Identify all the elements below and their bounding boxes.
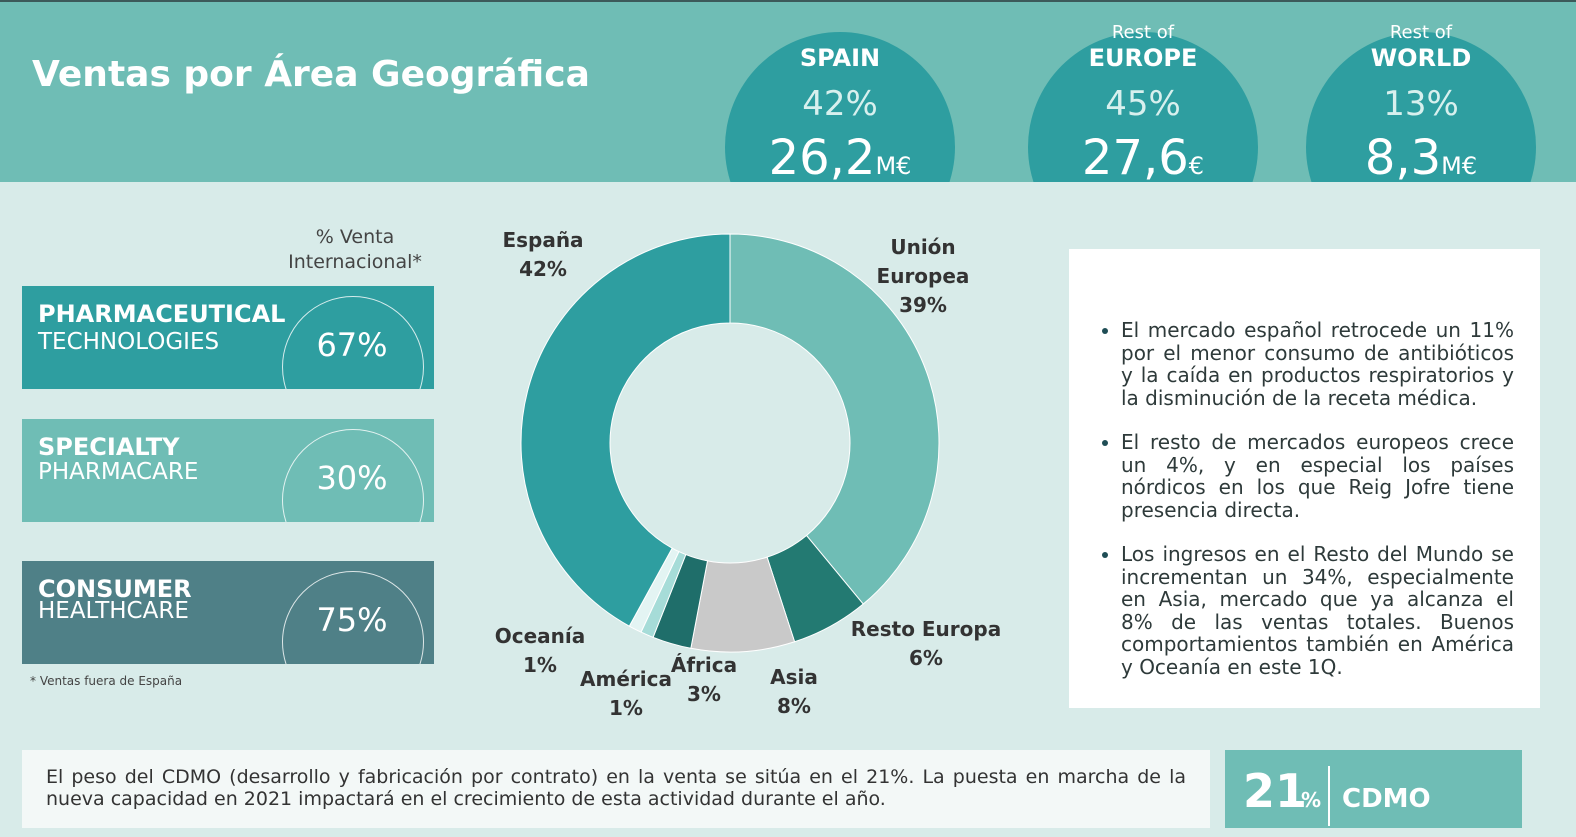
footer-text: El peso del CDMO (desarrollo y fabricaci… [46,766,1186,810]
notes-panel: El mercado español retrocede un 11% por … [1069,249,1540,708]
segment-share: 30% [316,459,388,497]
region-share: 42% [802,84,878,124]
value-label: 3% [687,682,721,706]
divider [1328,766,1330,826]
amount-unit: € [1188,152,1205,180]
region-share: 13% [1383,84,1459,124]
segment-line1: CONSUMER [38,575,192,603]
segment-line2: TECHNOLOGIES [38,329,220,355]
amount-value: 8,3 [1364,130,1442,182]
segment-line1: PHARMACEUTICAL [38,300,286,328]
kpi-label: CDMO [1342,784,1431,814]
footnote: * Ventas fuera de España [30,674,183,688]
segment-line1: SPECIALTY [38,433,180,461]
amount-value: 26,2 [768,130,876,182]
segment-line2: HEALTHCARE [38,598,189,624]
category-name: Resto Europa [850,617,1002,641]
region-circle: Rest of EUROPE 45% 27,6€ [1028,22,1258,182]
note: El resto de mercados europeos crece un 4… [1121,431,1514,521]
segment-share: 75% [316,601,388,639]
slice-label: África 3% [664,651,744,709]
kpi-unit: % [1301,788,1322,812]
value-label: 39% [899,293,947,317]
region-amount: 27,6€ [1028,130,1258,182]
region-amount: 26,2M€ [725,130,955,182]
footer-box: El peso del CDMO (desarrollo y fabricaci… [22,750,1210,828]
donut-slice [729,233,940,605]
region-name: SPAIN [799,44,881,72]
category-name: África [670,653,738,677]
segment-box: SPECIALTY PHARMACARE 30% [22,419,434,522]
amount-value: 27,6 [1081,130,1189,182]
notes-list: El mercado español retrocede un 11% por … [1069,249,1540,678]
donut-slice [520,233,731,627]
region-prefix: Rest of [1111,22,1175,43]
region-name: WORLD [1370,44,1472,72]
region-name: EUROPE [1088,44,1198,72]
amount-unit: M€ [875,152,912,180]
slice-label: Resto Europa 6% [846,615,1006,673]
category-name: América [580,667,672,691]
value-label: 6% [909,646,943,670]
category-name: España [502,228,584,252]
slice-label: Unión Europea 39% [858,233,988,320]
column-title: % Venta Internacional* [288,226,422,273]
region-circle: Rest of WORLD 13% 8,3M€ [1306,22,1536,182]
title: Ventas por Área Geográfica [32,54,590,95]
amount-unit: M€ [1441,152,1478,180]
note: El mercado español retrocede un 11% por … [1121,319,1514,409]
slice-label: América 1% [566,665,686,723]
kpi-box: 21 % CDMO [1225,750,1522,828]
slice-label: Oceanía 1% [480,622,600,680]
region-amount: 8,3M€ [1306,130,1536,182]
region-share: 45% [1105,84,1181,124]
segment-share: 67% [316,326,388,364]
category-name: Asia [770,665,818,689]
header-band: Ventas por Área Geográfica SPAIN 42% 26,… [0,0,1576,182]
kpi-value: 21 [1243,764,1308,818]
region-circle: SPAIN 42% 26,2M€ [725,32,955,182]
segment-box: CONSUMER HEALTHCARE 75% [22,561,434,664]
value-label: 42% [519,257,567,281]
value-label: 8% [777,694,811,718]
value-label: 1% [523,653,557,677]
region-prefix: Rest of [1389,22,1453,43]
segment-line2: PHARMACARE [38,459,199,485]
category-name: Unión Europea [876,235,970,288]
slice-label: Asia 8% [744,663,844,721]
value-label: 1% [609,696,643,720]
slice-label: España 42% [488,226,598,284]
category-name: Oceanía [494,624,586,648]
segment-box: PHARMACEUTICAL TECHNOLOGIES 67% [22,286,434,389]
note: Los ingresos en el Resto del Mundo se in… [1121,543,1514,678]
